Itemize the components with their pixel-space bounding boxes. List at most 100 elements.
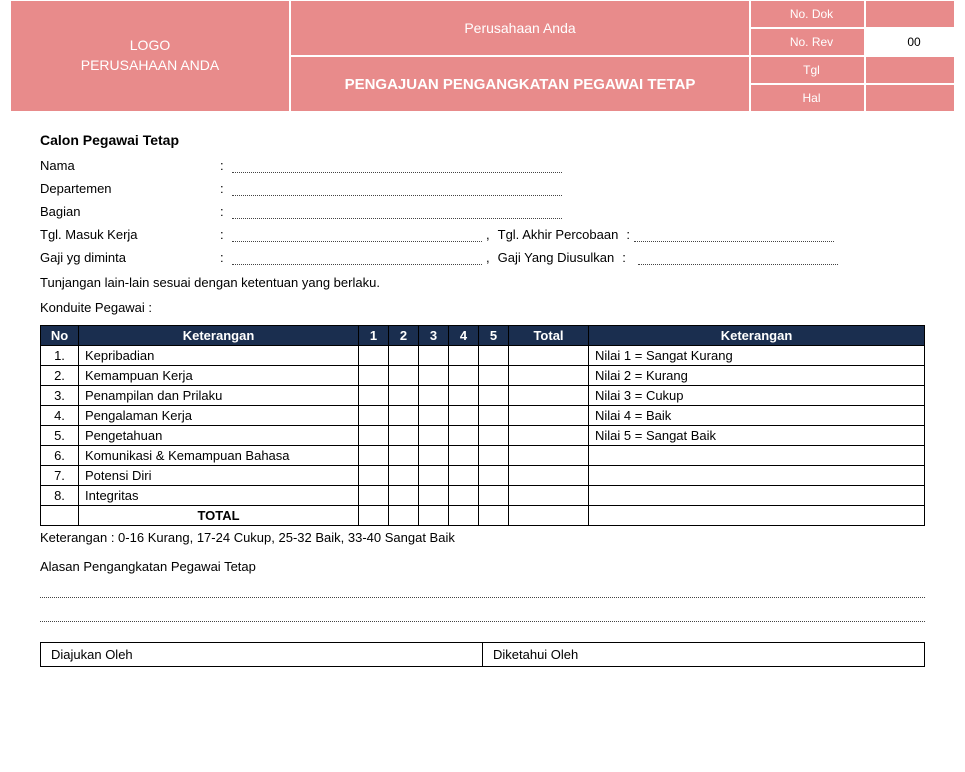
hal-value	[865, 84, 955, 112]
cell-total[interactable]	[509, 406, 589, 426]
cell-score-3[interactable]	[419, 386, 449, 406]
cell-no: 7.	[41, 466, 79, 486]
label-tgl-masuk: Tgl. Masuk Kerja	[40, 227, 220, 242]
cell-score-1[interactable]	[359, 466, 389, 486]
cell-score-5[interactable]	[479, 386, 509, 406]
cell-ket: Kepribadian	[79, 346, 359, 366]
label-gaji-usul: Gaji Yang Diusulkan	[498, 250, 615, 265]
label-nama: Nama	[40, 158, 220, 173]
th-no: No	[41, 326, 79, 346]
cell-score-3[interactable]	[419, 426, 449, 446]
table-row: 2.Kemampuan KerjaNilai 2 = Kurang	[41, 366, 925, 386]
cell-score-1[interactable]	[359, 486, 389, 506]
cell-score-4[interactable]	[449, 466, 479, 486]
cell-score-3[interactable]	[419, 466, 449, 486]
cell-ket: Potensi Diri	[79, 466, 359, 486]
field-bagian: Bagian :	[40, 204, 925, 219]
table-row: 7.Potensi Diri	[41, 466, 925, 486]
table-row: 4.Pengalaman KerjaNilai 4 = Baik	[41, 406, 925, 426]
cell-score-4[interactable]	[449, 426, 479, 446]
section-calon-title: Calon Pegawai Tetap	[40, 132, 925, 148]
tunjangan-note: Tunjangan lain-lain sesuai dengan ketent…	[40, 275, 925, 290]
cell-total[interactable]	[509, 346, 589, 366]
cell-score-2[interactable]	[389, 426, 419, 446]
input-departemen[interactable]	[232, 182, 562, 196]
th-total: Total	[509, 326, 589, 346]
cell-score-2[interactable]	[389, 386, 419, 406]
cell-score-4[interactable]	[449, 486, 479, 506]
input-gaji-minta[interactable]	[232, 251, 482, 265]
cell-score-3[interactable]	[419, 346, 449, 366]
cell-score-2[interactable]	[389, 466, 419, 486]
colon: :	[220, 158, 232, 173]
cell-ket2: Nilai 1 = Sangat Kurang	[589, 346, 925, 366]
cell-ket: Penampilan dan Prilaku	[79, 386, 359, 406]
cell-score-1[interactable]	[359, 366, 389, 386]
cell-score-5[interactable]	[479, 446, 509, 466]
cell-score-4[interactable]	[449, 446, 479, 466]
cell-ket2	[589, 486, 925, 506]
cell-no: 5.	[41, 426, 79, 446]
cell-score-1[interactable]	[359, 346, 389, 366]
document-body: Calon Pegawai Tetap Nama : Departemen : …	[0, 132, 965, 667]
cell-ket2: Nilai 5 = Sangat Baik	[589, 426, 925, 446]
cell-ket: Kemampuan Kerja	[79, 366, 359, 386]
table-row: 5.Pengetahuan Nilai 5 = Sangat Baik	[41, 426, 925, 446]
input-bagian[interactable]	[232, 205, 562, 219]
input-gaji-usul[interactable]	[638, 251, 838, 265]
cell-score-5[interactable]	[479, 346, 509, 366]
document-header: LOGO PERUSAHAAN ANDA Perusahaan Anda PEN…	[10, 0, 955, 112]
cell-total[interactable]	[509, 446, 589, 466]
label-gaji-minta: Gaji yg diminta	[40, 250, 220, 265]
cell-score-2[interactable]	[389, 406, 419, 426]
cell-score-5[interactable]	[479, 486, 509, 506]
cell-score-4[interactable]	[449, 406, 479, 426]
document-page: LOGO PERUSAHAAN ANDA Perusahaan Anda PEN…	[0, 0, 965, 667]
alasan-line-2[interactable]	[40, 612, 925, 622]
cell-total[interactable]	[509, 366, 589, 386]
th-ket: Keterangan	[79, 326, 359, 346]
cell-score-2[interactable]	[389, 446, 419, 466]
input-tgl-masuk[interactable]	[232, 228, 482, 242]
grand-total[interactable]	[509, 506, 589, 526]
cell-score-3[interactable]	[419, 446, 449, 466]
cell-no: 3.	[41, 386, 79, 406]
th-3: 3	[419, 326, 449, 346]
cell-score-1[interactable]	[359, 406, 389, 426]
cell-ket2: Nilai 4 = Baik	[589, 406, 925, 426]
cell-score-1[interactable]	[359, 426, 389, 446]
cell-ket: Integritas	[79, 486, 359, 506]
cell-total[interactable]	[509, 466, 589, 486]
input-nama[interactable]	[232, 159, 562, 173]
cell-ket2	[589, 466, 925, 486]
cell-score-1[interactable]	[359, 446, 389, 466]
cell-score-3[interactable]	[419, 486, 449, 506]
cell-total[interactable]	[509, 486, 589, 506]
cell-score-5[interactable]	[479, 406, 509, 426]
th-2: 2	[389, 326, 419, 346]
th-1: 1	[359, 326, 389, 346]
cell-total[interactable]	[509, 426, 589, 446]
cell-score-4[interactable]	[449, 346, 479, 366]
logo-line1: LOGO	[130, 36, 170, 56]
no-dok-value	[865, 0, 955, 28]
cell-score-3[interactable]	[419, 406, 449, 426]
cell-score-4[interactable]	[449, 386, 479, 406]
cell-score-5[interactable]	[479, 426, 509, 446]
cell-score-1[interactable]	[359, 386, 389, 406]
cell-ket2	[589, 446, 925, 466]
cell-total[interactable]	[509, 386, 589, 406]
hal-label: Hal	[750, 84, 865, 112]
cell-score-2[interactable]	[389, 346, 419, 366]
cell-score-5[interactable]	[479, 466, 509, 486]
label-tgl-akhir: Tgl. Akhir Percobaan	[498, 227, 619, 242]
cell-score-2[interactable]	[389, 366, 419, 386]
cell-score-4[interactable]	[449, 366, 479, 386]
cell-score-2[interactable]	[389, 486, 419, 506]
cell-score-3[interactable]	[419, 366, 449, 386]
input-tgl-akhir[interactable]	[634, 228, 834, 242]
cell-no: 1.	[41, 346, 79, 366]
cell-score-5[interactable]	[479, 366, 509, 386]
cell-ket: Pengetahuan	[79, 426, 359, 446]
alasan-line-1[interactable]	[40, 588, 925, 598]
